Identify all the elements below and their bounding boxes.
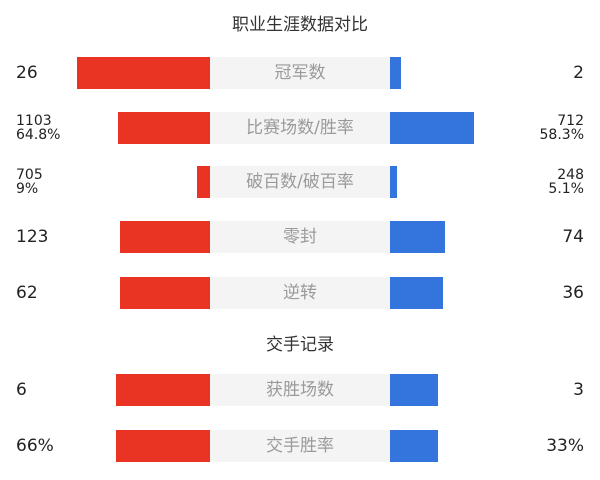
stat-label: 获胜场数 [210,374,390,406]
left-bar [197,166,210,198]
right-value: 248 5.1% [548,168,584,196]
left-value: 62 [16,285,38,302]
right-value-line: 712 [557,113,584,129]
stat-label: 破百数/破百率 [210,166,390,198]
left-bar [118,112,210,144]
left-value-line: 6 [16,380,27,400]
left-value-line: 62 [16,283,38,303]
left-value: 1103 64.8% [16,114,60,142]
right-value-line: 248 [557,167,584,183]
left-value: 705 9% [16,168,43,196]
stat-row: 逆转 62 36 [0,277,600,309]
right-bar [390,221,445,253]
left-value-line: 1103 [16,113,52,129]
section-title: 职业生涯数据对比 [232,15,368,35]
right-value: 36 [562,285,584,302]
stat-row: 零封 123 74 [0,221,600,253]
left-value-line: 26 [16,63,38,83]
stat-row: 交手胜率 66% 33% [0,430,600,462]
right-value: 712 58.3% [540,114,584,142]
right-value: 2 [573,65,584,82]
left-bar [116,374,210,406]
stat-row: 破百数/破百率 705 9% 248 5.1% [0,166,600,198]
left-bar [120,277,210,309]
right-bar [390,166,397,198]
stat-label: 交手胜率 [210,430,390,462]
left-value-line: 123 [16,227,49,247]
right-value-line: 36 [562,283,584,303]
stat-label: 比赛场数/胜率 [210,112,390,144]
right-value-line: 33% [546,436,584,456]
right-bar [390,57,401,89]
left-value: 123 [16,229,48,246]
section-title: 交手记录 [266,335,334,355]
right-value-line: 5.1% [548,181,584,197]
right-value-line: 74 [562,227,584,247]
stat-label: 逆转 [210,277,390,309]
right-value: 74 [562,229,584,246]
right-value: 33% [546,438,584,455]
right-bar [390,430,438,462]
right-bar [390,374,438,406]
left-value-line: 64.8% [16,127,61,143]
left-value-line: 66% [16,436,54,456]
stat-label: 冠军数 [210,57,390,89]
stat-row: 获胜场数 6 3 [0,374,600,406]
right-value-line: 2 [573,63,584,83]
right-bar [390,277,443,309]
left-value: 66% [16,438,54,455]
left-value: 6 [16,382,27,399]
right-value: 3 [573,382,584,399]
stat-row: 冠军数 26 2 [0,57,600,89]
left-bar [116,430,210,462]
stat-label: 零封 [210,221,390,253]
stat-row: 比赛场数/胜率 1103 64.8% 712 58.3% [0,112,600,144]
right-value-line: 3 [573,380,584,400]
left-bar [77,57,210,89]
left-value-line: 705 [16,167,43,183]
left-value-line: 9% [16,181,39,197]
left-bar [120,221,210,253]
left-value: 26 [16,65,38,82]
right-value-line: 58.3% [539,127,584,143]
right-bar [390,112,474,144]
